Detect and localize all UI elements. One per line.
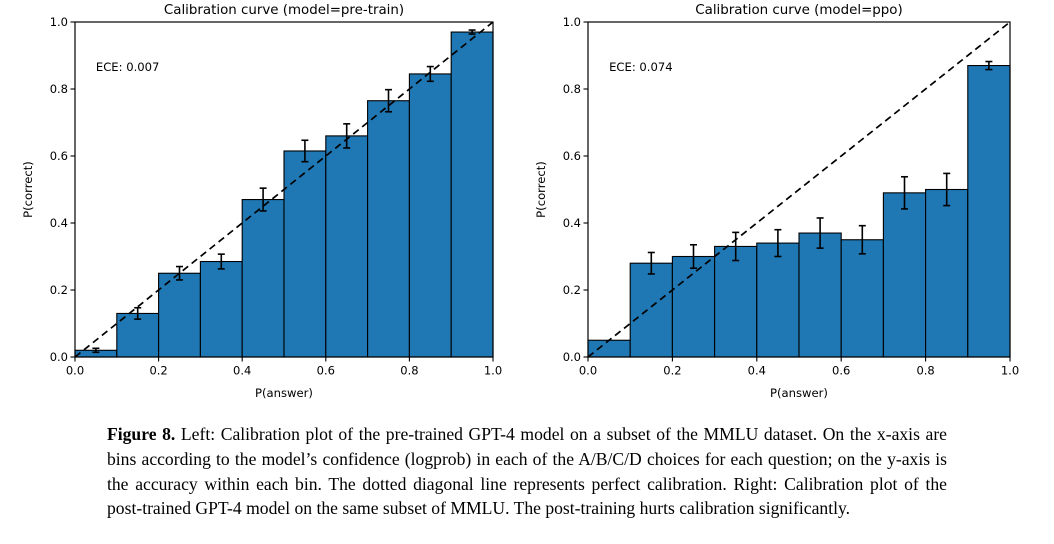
error-bar (301, 139, 309, 163)
figure-caption-label: Figure 8. (107, 424, 176, 444)
error-bar (816, 217, 824, 249)
calibration-chart-ppo: 0.0 0.2 0.4 0.6 0.8 1.0 0.0 0.2 0.4 0.6 0.8 1.0 Cali… (527, 0, 1054, 412)
error-bar (732, 231, 740, 262)
bar (199, 260, 243, 358)
bar (367, 100, 410, 358)
error-bar (647, 251, 655, 275)
bar (241, 199, 285, 358)
y-tick-label: 1.0 (563, 15, 581, 29)
x-axis-label: P(answer) (255, 386, 313, 400)
error-bar (426, 65, 434, 83)
bar (283, 150, 327, 358)
figure-caption: Figure 8. Left: Calibration plot of the … (107, 422, 947, 521)
bar (408, 73, 452, 358)
bar (629, 262, 673, 358)
y-tick-label: 0.0 (563, 350, 581, 364)
error-bar (468, 29, 476, 35)
bar (671, 255, 716, 358)
y-tick-label: 0.6 (563, 149, 581, 163)
bar (116, 312, 160, 358)
figure-caption-text: Left: Calibration plot of the pre-traine… (107, 424, 947, 519)
x-tick-label: 1.0 (1001, 364, 1019, 378)
error-bar (943, 172, 951, 207)
y-tick-label: 0.4 (50, 216, 68, 230)
y-axis-label: P(correct) (21, 161, 35, 218)
calibration-chart-pretrain: 0.0 0.2 0.4 0.6 0.8 1.0 0.0 0.2 0.4 0.6 0.8 1.0 Cali… (0, 0, 527, 412)
bar (450, 31, 494, 358)
y-tick-label: 0.2 (50, 283, 68, 297)
error-bar (690, 243, 697, 270)
charts-row: 0.0 0.2 0.4 0.6 0.8 1.0 0.0 0.2 0.4 0.6 0.8 1.0 Cali… (0, 0, 1054, 412)
bar (925, 188, 969, 358)
bar (840, 239, 884, 358)
plot-frame (587, 21, 1011, 358)
y-tick-label: 0.4 (563, 216, 581, 230)
bar (882, 192, 927, 358)
y-tick-label: 0.6 (50, 149, 68, 163)
bar (714, 245, 758, 358)
x-tick-label: 0.0 (579, 364, 597, 378)
x-tick-label: 1.0 (484, 364, 502, 378)
x-tick-label: 0.2 (149, 364, 167, 378)
bar (756, 242, 800, 358)
x-tick-label: 0.0 (66, 364, 84, 378)
x-tick-label: 0.4 (233, 364, 251, 378)
x-tick-label: 0.8 (916, 364, 934, 378)
error-bar (134, 306, 142, 320)
error-bar (901, 175, 908, 210)
plot-frame (74, 21, 494, 358)
y-tick-label: 0.8 (563, 82, 581, 96)
error-bar (176, 265, 183, 281)
perfect-calibration-line (74, 21, 494, 358)
x-tick-label: 0.6 (317, 364, 335, 378)
y-tick-label: 0.8 (50, 82, 68, 96)
y-axis-label: P(correct) (534, 161, 548, 218)
ece-annotation: ECE: 0.007 (96, 60, 160, 74)
chart-title: Calibration curve (model=ppo) (695, 3, 902, 18)
chart-title: Calibration curve (model=pre-train) (164, 3, 404, 18)
perfect-calibration-line (587, 21, 1011, 358)
error-bar (985, 60, 993, 71)
x-tick-label: 0.2 (663, 364, 681, 378)
calibration-chart-pretrain-svg: 0.0 0.2 0.4 0.6 0.8 1.0 0.0 0.2 0.4 0.6 0.8 1.0 Cali… (21, 3, 502, 400)
calibration-chart-ppo-svg: 0.0 0.2 0.4 0.6 0.8 1.0 0.0 0.2 0.4 0.6 0.8 1.0 Cali… (534, 3, 1019, 400)
error-bar (259, 187, 267, 212)
bar (325, 135, 369, 358)
error-bar (343, 123, 351, 149)
y-tick-label: 0.2 (563, 283, 581, 297)
bar (158, 272, 201, 358)
x-tick-label: 0.8 (400, 364, 418, 378)
bar (967, 65, 1011, 358)
y-tick-label: 0.0 (50, 350, 68, 364)
bar (798, 232, 842, 358)
error-bar (92, 347, 100, 354)
error-bar (858, 224, 866, 255)
x-tick-label: 0.6 (832, 364, 850, 378)
x-axis-label: P(answer) (770, 386, 828, 400)
y-tick-label: 1.0 (50, 15, 68, 29)
x-tick-label: 0.4 (748, 364, 766, 378)
error-bar (385, 88, 392, 113)
error-bar (774, 228, 782, 258)
error-bar (217, 253, 225, 270)
bar (587, 339, 631, 358)
ece-annotation: ECE: 0.074 (609, 60, 673, 74)
